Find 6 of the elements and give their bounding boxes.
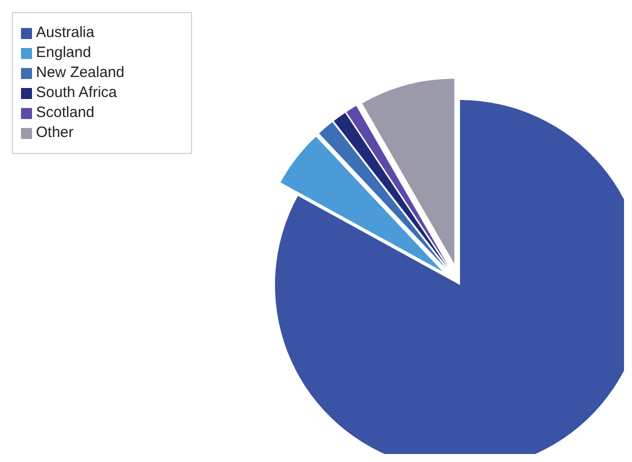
legend-label: Australia (36, 24, 94, 41)
legend-label: Other (36, 124, 74, 141)
legend-label: South Africa (36, 84, 117, 101)
legend-label: Scotland (36, 104, 94, 121)
legend-label: England (36, 44, 92, 61)
legend-label: New Zealand (36, 64, 124, 81)
